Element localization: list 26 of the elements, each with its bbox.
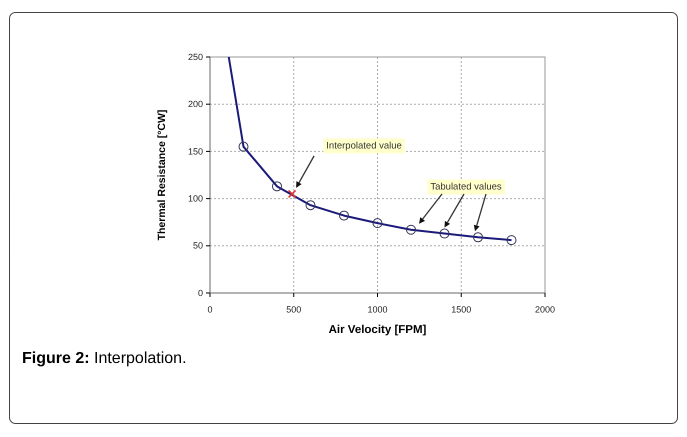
point (238, 142, 248, 152)
x-tick-label: 0 (207, 304, 213, 315)
y-tick-label: 50 (192, 240, 203, 251)
y-tick-label: 0 (198, 288, 203, 298)
y-tick-label: 100 (188, 193, 203, 204)
y-tick-label: 150 (188, 146, 203, 156)
caption: Figure 2: Interpolation. (22, 350, 187, 367)
point (473, 232, 483, 242)
point (306, 200, 316, 210)
x-axis-title: Air Velocity [FPM] (328, 324, 427, 336)
annotation: Interpolated value (326, 140, 402, 152)
point (372, 218, 382, 228)
x-tick-label: 1000 (367, 304, 388, 315)
x-tick-label: 1500 (451, 304, 472, 315)
annotation: Tabulated values (430, 182, 502, 192)
y-axis-title: Thermal Resistance [°CW] (156, 110, 168, 240)
x-tick-label: 500 (286, 304, 302, 315)
point (272, 181, 282, 192)
y-tick-label: 200 (188, 99, 203, 110)
point (288, 190, 296, 198)
point (506, 235, 516, 246)
x-tick-label: 2000 (534, 304, 556, 315)
y-tick-label: 250 (188, 52, 203, 62)
point (339, 210, 349, 221)
point (440, 228, 450, 239)
point (406, 224, 416, 235)
